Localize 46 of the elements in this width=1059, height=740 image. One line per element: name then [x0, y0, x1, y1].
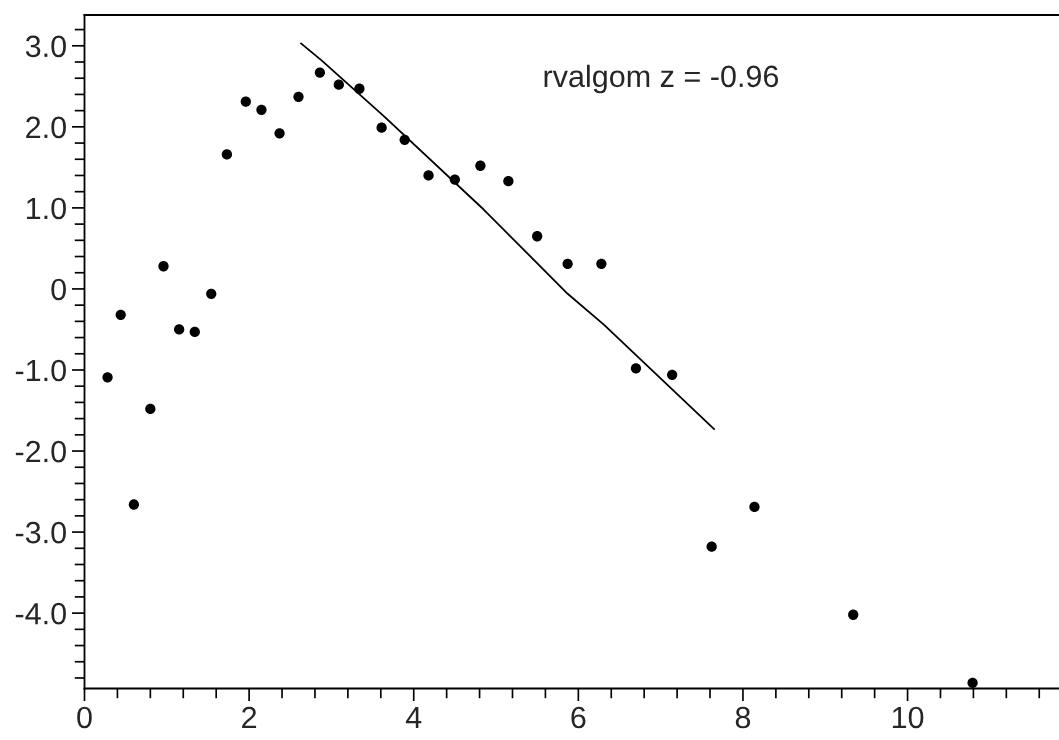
x-tick-label: 2	[242, 706, 257, 728]
x-tick-label: 10	[892, 706, 924, 729]
point	[174, 324, 185, 335]
point	[630, 363, 642, 374]
x-tick-label: 0	[77, 706, 92, 729]
point	[240, 96, 251, 107]
point	[706, 541, 717, 552]
point	[115, 309, 126, 321]
x-tick-label: 6	[571, 706, 586, 729]
y-tick-label: -2.0	[15, 440, 66, 463]
y-tick-label: -3.0	[15, 521, 66, 544]
point	[423, 170, 434, 181]
point	[532, 231, 543, 242]
point	[206, 288, 217, 299]
y-tick-label: 3.0	[25, 35, 66, 58]
point	[475, 160, 486, 171]
point	[848, 609, 859, 620]
y-tick-label: -1.0	[15, 359, 66, 382]
x-tick-label: 4	[405, 706, 422, 728]
point	[274, 128, 285, 139]
point	[354, 83, 365, 94]
y-tick-label: -4.0	[15, 602, 66, 625]
point	[449, 174, 461, 185]
point	[145, 403, 156, 415]
point	[376, 122, 387, 133]
point	[314, 67, 326, 78]
point	[158, 261, 169, 272]
point	[562, 258, 573, 269]
point	[749, 501, 760, 513]
x-tick-label: 8	[735, 706, 751, 729]
point	[333, 79, 344, 90]
annotation: rvalgom z = -0.96	[544, 64, 779, 94]
point	[967, 677, 978, 688]
point	[256, 104, 267, 115]
y-tick-label: 1.0	[27, 197, 66, 220]
point	[221, 149, 233, 160]
point	[293, 91, 304, 103]
point	[189, 326, 200, 338]
point	[596, 258, 607, 269]
y-tick-label: 0	[51, 278, 66, 301]
point	[667, 369, 678, 380]
point	[102, 372, 113, 383]
point	[128, 499, 140, 510]
point	[399, 134, 410, 145]
y-tick-label: 2.0	[26, 116, 66, 139]
point	[503, 176, 514, 187]
